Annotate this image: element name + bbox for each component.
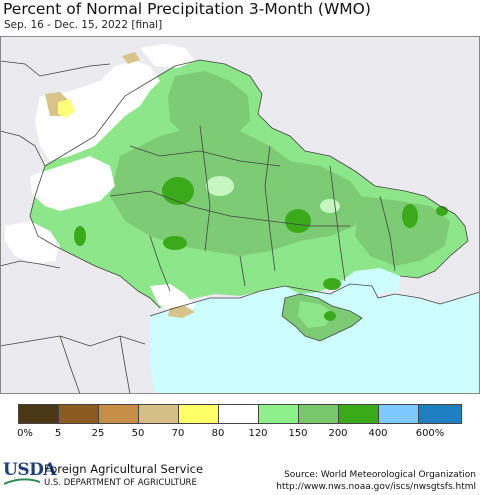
- legend-swatch-2: [98, 404, 139, 424]
- admin-borders: [0, 59, 469, 394]
- dark-spot-3: [402, 204, 418, 228]
- usda-swoosh-icon: [4, 478, 40, 485]
- legend-tick-6: 120: [248, 428, 268, 439]
- light-spot-2: [320, 199, 340, 213]
- legend-swatch-0: [18, 404, 59, 424]
- legend-swatch-3: [138, 404, 179, 424]
- legend-swatch-10: [418, 404, 462, 424]
- legend-tick-9: 400: [368, 428, 388, 439]
- region-white-west: [30, 156, 115, 211]
- dark-spot-5: [74, 226, 86, 246]
- legend-swatch-8: [338, 404, 379, 424]
- dark-spot-6: [323, 278, 341, 290]
- precipitation-map: [0, 36, 480, 394]
- source-credit: Source: World Meteorological Organizatio…: [284, 470, 476, 480]
- legend-swatch-7: [298, 404, 339, 424]
- agency-name: Foreign Agricultural Service: [44, 462, 204, 476]
- legend-tick-1: 5: [54, 428, 62, 439]
- coastline: [149, 283, 480, 317]
- legend-tick-7: 150: [288, 428, 308, 439]
- legend-swatch-4: [178, 404, 219, 424]
- legend-tick-8: 200: [328, 428, 348, 439]
- dark-spot-4: [163, 236, 187, 250]
- map-title: Percent of Normal Precipitation 3-Month …: [3, 0, 371, 18]
- legend: 0% 5 25 50 70 80 120 150 200 400 600%: [0, 400, 480, 445]
- legend-tick-5: 80: [211, 428, 225, 439]
- legend-swatch-1: [58, 404, 99, 424]
- region-yellow-west: [58, 99, 75, 118]
- legend-tick-0: 0%: [17, 428, 33, 439]
- region-white-north: [140, 44, 195, 68]
- legend-tick-3: 50: [131, 428, 145, 439]
- legend-swatch-5: [218, 404, 259, 424]
- sea-of-azov: [335, 268, 400, 294]
- source-url[interactable]: http://www.nws.noaa.gov/iscs/nwsgtsfs.ht…: [276, 482, 476, 492]
- map-subtitle: Sep. 16 - Dec. 15, 2022 [final]: [4, 19, 163, 31]
- legend-tick-4: 70: [171, 428, 185, 439]
- region-white-northwest: [35, 61, 160, 161]
- dark-spot-2: [285, 209, 311, 233]
- legend-swatch-9: [378, 404, 419, 424]
- crimea-outline: [281, 293, 363, 342]
- usda-logo: USDA: [3, 460, 57, 480]
- department-name: U.S. DEPARTMENT OF AGRICULTURE: [44, 478, 197, 488]
- region-mid-green-east: [355, 196, 450, 266]
- region-mid-green-north: [168, 71, 250, 141]
- region-white-southwest: [5, 221, 60, 264]
- footer: USDA Foreign Agricultural Service U.S. D…: [0, 456, 480, 495]
- legend-tick-2: 25: [91, 428, 105, 439]
- crimea-light: [298, 301, 335, 328]
- dark-spot-8: [324, 311, 336, 321]
- legend-swatch-6: [258, 404, 299, 424]
- light-spot-1: [206, 176, 234, 196]
- region-tan-north: [122, 52, 140, 64]
- dark-spot-1: [162, 177, 194, 205]
- legend-tick-10: 600%: [415, 428, 445, 439]
- region-tan-south: [168, 306, 195, 318]
